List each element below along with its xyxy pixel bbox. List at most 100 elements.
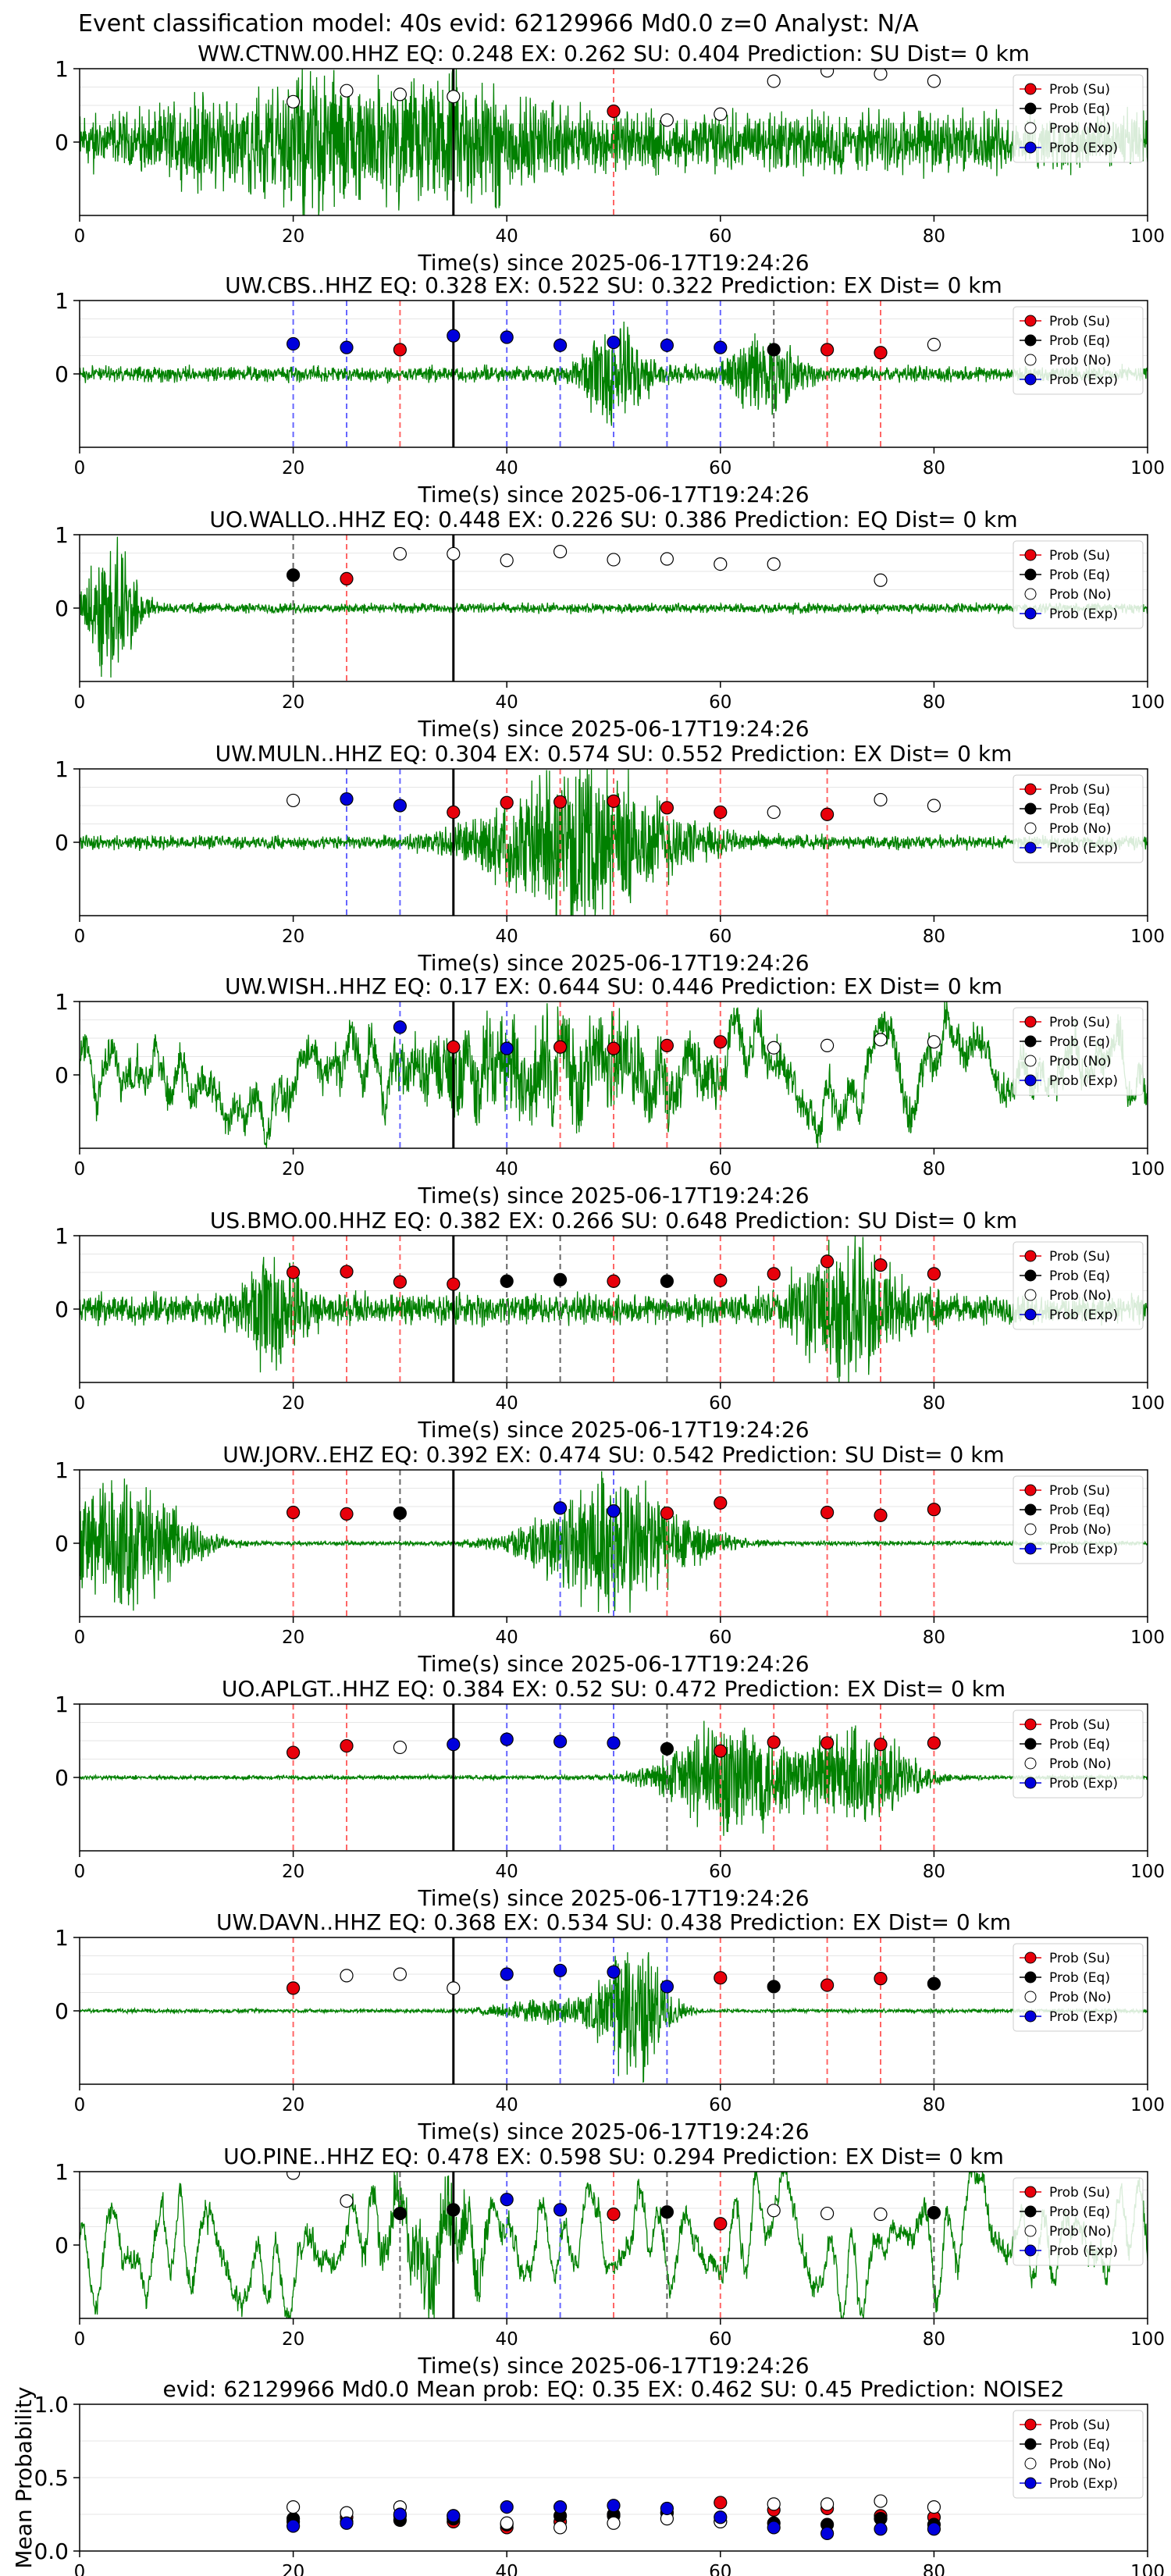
- legend-label: Prob (Eq): [1049, 1970, 1110, 1986]
- panel-4: UW.MULN..HHZ EQ: 0.304 EX: 0.574 SU: 0.5…: [55, 741, 1165, 976]
- legend-marker-su: [1024, 1016, 1037, 1028]
- x-tick-label: 40: [496, 2562, 518, 2576]
- panel-title: WW.CTNW.00.HHZ EQ: 0.248 EX: 0.262 SU: 0…: [198, 41, 1030, 66]
- legend-marker-exp: [1024, 2010, 1037, 2023]
- legend-box: [1013, 774, 1144, 863]
- y-tick-label: 1: [55, 989, 69, 1015]
- x-tick-label: 100: [1130, 2095, 1165, 2115]
- x-tick-label: 0: [74, 2329, 86, 2350]
- legend-marker-eq: [1024, 334, 1037, 347]
- prob-point-exp: [447, 1738, 461, 1752]
- prob-point-su: [553, 795, 568, 809]
- panel-title: UW.JORV..EHZ EQ: 0.392 EX: 0.474 SU: 0.5…: [222, 1442, 1004, 1468]
- prob-point-su: [393, 1275, 408, 1289]
- legend-label: Prob (No): [1049, 1756, 1112, 1772]
- legend-marker-no: [1024, 354, 1037, 366]
- prob-point-no: [340, 2194, 354, 2208]
- legend-marker-eq: [1024, 802, 1037, 815]
- x-tick-label: 20: [282, 1862, 304, 1882]
- y-tick-label: 0: [55, 830, 69, 856]
- x-tick-label: 20: [282, 1393, 304, 1414]
- x-axis-label: Time(s) since 2025-06-17T19:24:26: [417, 2119, 809, 2144]
- y-tick-label: 0: [55, 1531, 69, 1557]
- prob-point-exp: [607, 1504, 621, 1518]
- panel-11: evid: 62129966 Md0.0 Mean prob: EQ: 0.35…: [11, 2376, 1165, 2576]
- prob-point-no: [714, 557, 728, 571]
- legend: Prob (Su) Prob (Eq) Prob (No) Prob (Exp): [1013, 774, 1144, 863]
- prob-point-eq: [287, 568, 301, 582]
- mean-prob-point-no: [874, 2494, 888, 2508]
- prob-point-no: [820, 2206, 835, 2221]
- panel-5: UW.WISH..HHZ EQ: 0.17 EX: 0.644 SU: 0.44…: [55, 973, 1165, 1208]
- panel-title: UO.WALLO..HHZ EQ: 0.448 EX: 0.226 SU: 0.…: [209, 507, 1017, 532]
- x-tick-label: 80: [923, 458, 945, 479]
- x-tick-label: 0: [74, 2095, 86, 2115]
- legend-label: Prob (Su): [1049, 2185, 1110, 2201]
- prob-point-no: [607, 553, 621, 567]
- mean-prob-point-no: [767, 2497, 781, 2511]
- prob-point-no: [553, 545, 568, 559]
- prob-point-no: [767, 74, 781, 88]
- prob-point-no: [447, 90, 461, 104]
- legend: Prob (Su) Prob (Eq) Prob (No) Prob (Exp): [1013, 1943, 1144, 2032]
- mean-prob-point-no: [500, 2516, 514, 2530]
- prob-point-su: [927, 1267, 941, 1281]
- prob-point-eq: [660, 1742, 674, 1756]
- x-tick-label: 80: [923, 927, 945, 947]
- x-tick-label: 60: [709, 458, 731, 479]
- x-tick-label: 100: [1130, 2562, 1165, 2576]
- y-tick-label: 1: [55, 1925, 69, 1951]
- legend-label: Prob (Eq): [1049, 2204, 1110, 2220]
- legend-marker-eq: [1024, 1738, 1037, 1750]
- prob-point-no: [340, 1969, 354, 1983]
- x-tick-label: 0: [74, 1862, 86, 1882]
- prob-point-su: [447, 805, 461, 820]
- x-tick-label: 20: [282, 927, 304, 947]
- prob-point-su: [874, 1972, 888, 1986]
- legend-marker-eq: [1024, 1971, 1037, 1984]
- panel-10: UO.PINE..HHZ EQ: 0.478 EX: 0.598 SU: 0.2…: [55, 2144, 1165, 2379]
- mean-prob-point-no: [820, 2497, 835, 2511]
- legend-marker-eq: [1024, 1503, 1037, 1516]
- x-tick-label: 60: [709, 2095, 731, 2115]
- prob-point-su: [874, 1508, 888, 1522]
- x-tick-label: 20: [282, 1628, 304, 1648]
- panel-7: UW.JORV..EHZ EQ: 0.392 EX: 0.474 SU: 0.5…: [55, 1442, 1165, 1677]
- prob-point-su: [874, 346, 888, 360]
- waveform-trace: [80, 2172, 1148, 2318]
- prob-point-exp: [500, 1732, 514, 1746]
- legend: Prob (Su) Prob (Eq) Prob (No) Prob (Exp): [1013, 1241, 1144, 1330]
- legend-marker-eq: [1024, 2205, 1037, 2218]
- legend-marker-su: [1024, 783, 1037, 795]
- legend-label: Prob (Eq): [1049, 1737, 1110, 1752]
- legend-label: Prob (Su): [1049, 1249, 1110, 1265]
- x-tick-label: 40: [496, 1628, 518, 1648]
- legend-label: Prob (No): [1049, 1990, 1112, 2005]
- legend: Prob (Su) Prob (Eq) Prob (No) Prob (Exp): [1013, 306, 1144, 395]
- legend: Prob (Su) Prob (Eq) Prob (No) Prob (Exp): [1013, 74, 1144, 163]
- legend-label: Prob (No): [1049, 2224, 1112, 2240]
- plot-area: [80, 69, 1148, 215]
- prob-point-no: [714, 107, 728, 121]
- prob-point-exp: [500, 1041, 514, 1055]
- y-tick-label: 0: [55, 596, 69, 621]
- prob-point-exp: [553, 1501, 568, 1515]
- mean-prob-point-no: [607, 2516, 621, 2530]
- y-tick-label: 0: [55, 361, 69, 387]
- prob-point-no: [393, 1967, 408, 1981]
- plot-area: [80, 535, 1148, 681]
- prob-point-no: [660, 113, 674, 127]
- legend-marker-su: [1024, 2186, 1037, 2198]
- waveform-trace: [80, 536, 1148, 678]
- x-tick-label: 0: [74, 226, 86, 247]
- prob-point-exp: [660, 1980, 674, 1994]
- legend-marker-eq: [1024, 1269, 1037, 1282]
- legend-marker-no: [1024, 1523, 1037, 1535]
- prob-point-su: [820, 1505, 835, 1520]
- plot-area: [80, 1002, 1148, 1148]
- legend-label: Prob (No): [1049, 1054, 1112, 1069]
- y-tick-label: 1: [55, 756, 69, 782]
- prob-point-eq: [767, 343, 781, 357]
- x-axis-label: Time(s) since 2025-06-17T19:24:26: [417, 1183, 809, 1208]
